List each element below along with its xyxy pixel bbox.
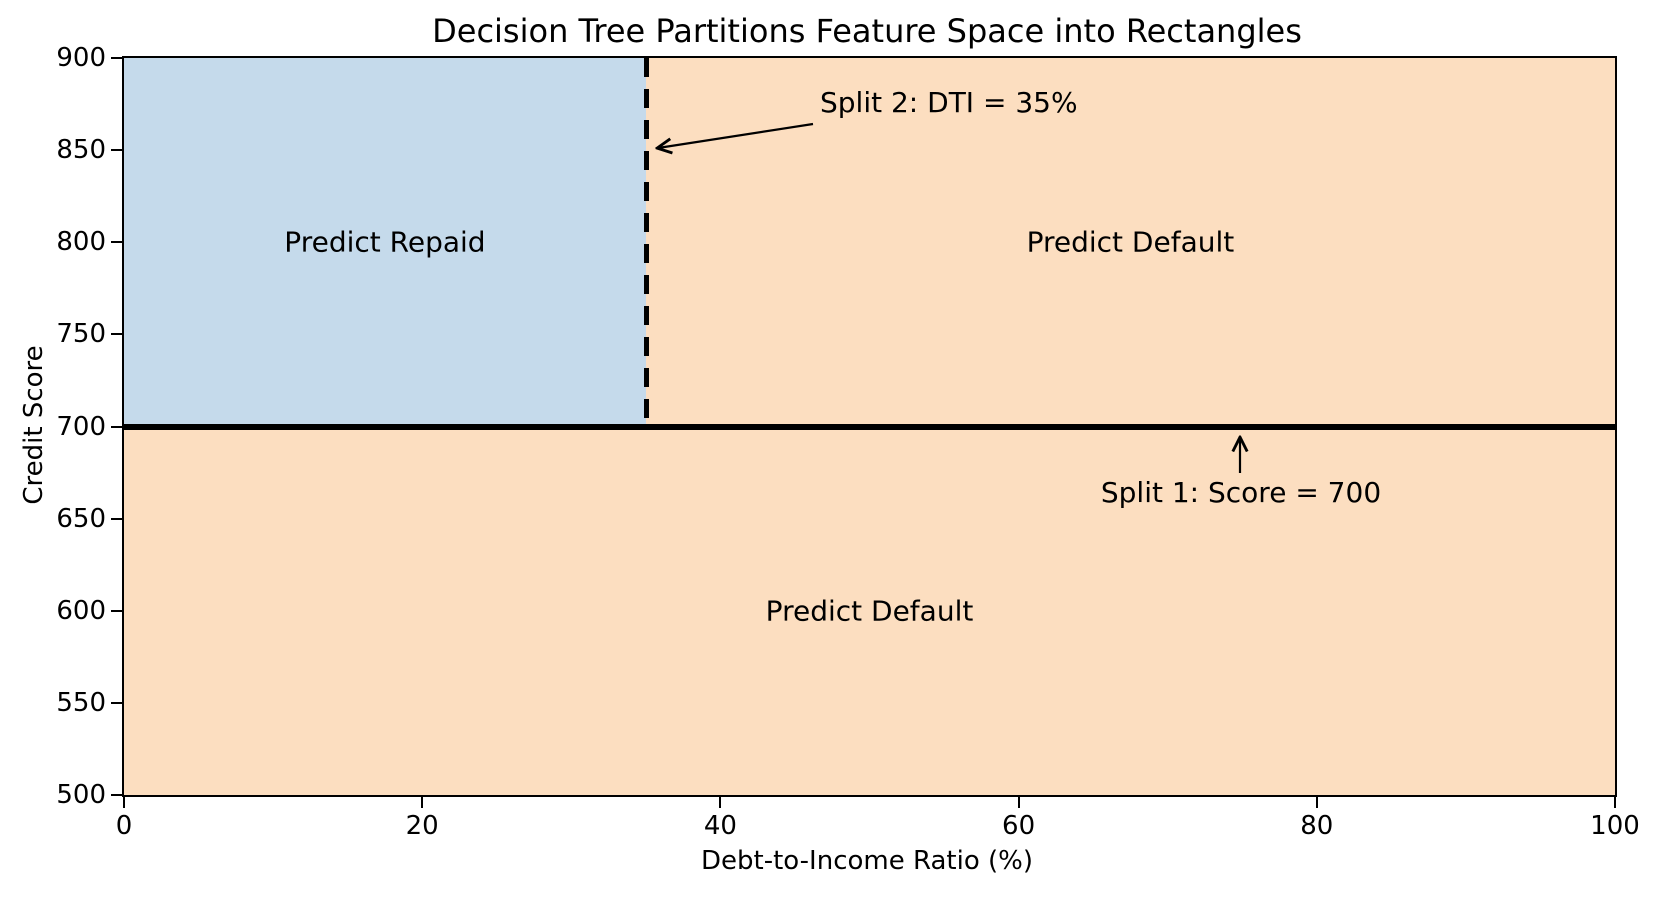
x-tick-80 bbox=[1315, 797, 1318, 808]
y-tick-label: 700 bbox=[56, 411, 106, 442]
x-tick-label: 100 bbox=[1590, 811, 1640, 841]
region-predict-default-lower bbox=[124, 426, 1615, 795]
y-tick-label: 750 bbox=[56, 319, 106, 350]
x-tick-0 bbox=[123, 797, 125, 808]
region-label-predict-repaid: Predict Repaid bbox=[284, 225, 486, 259]
y-tick-label: 900 bbox=[56, 43, 106, 73]
y-tick-750 bbox=[111, 333, 122, 336]
y-tick-800 bbox=[111, 241, 122, 244]
y-tick-label: 600 bbox=[56, 595, 106, 626]
x-tick-20 bbox=[421, 797, 424, 808]
x-tick-60 bbox=[1017, 797, 1020, 808]
chart-title: Decision Tree Partitions Feature Space i… bbox=[432, 12, 1302, 50]
y-tick-label: 650 bbox=[56, 503, 106, 534]
x-tick-label: 60 bbox=[1002, 811, 1036, 841]
y-tick-900 bbox=[111, 57, 122, 59]
region-label-predict-default-upper: Predict Default bbox=[1026, 225, 1235, 259]
x-tick-label: 80 bbox=[1300, 811, 1334, 841]
y-tick-label: 850 bbox=[56, 135, 106, 166]
x-tick-label: 20 bbox=[405, 811, 439, 841]
split2-dashed-line bbox=[643, 58, 649, 424]
x-tick-100 bbox=[1614, 797, 1616, 808]
y-tick-850 bbox=[111, 149, 122, 152]
annotation-split2-label: Split 2: DTI = 35% bbox=[820, 86, 1078, 119]
split1-solid-line bbox=[122, 423, 1617, 430]
x-tick-label: 40 bbox=[703, 811, 737, 841]
region-label-predict-default-lower: Predict Default bbox=[765, 594, 974, 628]
plot-area: Predict Repaid Predict Default Predict D… bbox=[56, 43, 1639, 841]
x-tick-40 bbox=[719, 797, 722, 808]
x-axis-label: Debt-to-Income Ratio (%) bbox=[700, 846, 1034, 876]
y-tick-label: 800 bbox=[56, 227, 106, 258]
x-tick-label: 0 bbox=[115, 811, 133, 841]
y-tick-550 bbox=[111, 701, 122, 704]
y-tick-650 bbox=[111, 517, 122, 520]
region-predict-default-upper bbox=[645, 58, 1615, 427]
y-tick-label: 500 bbox=[56, 780, 106, 810]
annotation-split1-label: Split 1: Score = 700 bbox=[1100, 476, 1382, 509]
y-tick-600 bbox=[111, 609, 122, 612]
region-predict-repaid bbox=[124, 58, 646, 427]
y-axis-label: Credit Score bbox=[19, 345, 49, 505]
y-tick-500 bbox=[111, 794, 122, 796]
y-tick-label: 550 bbox=[56, 687, 106, 718]
y-tick-700 bbox=[111, 425, 122, 428]
